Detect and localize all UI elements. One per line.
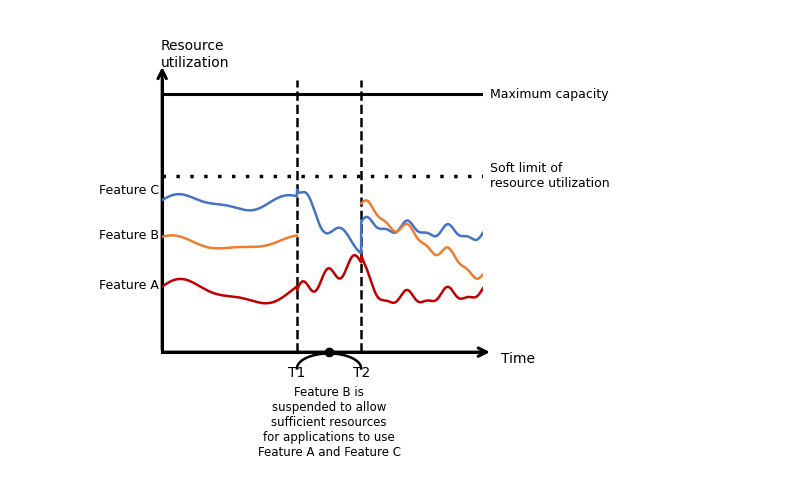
Text: Feature B: Feature B — [99, 229, 159, 242]
Text: Maximum capacity: Maximum capacity — [490, 88, 608, 101]
Text: Feature B is
suspended to allow
sufficient resources
for applications to use
Fea: Feature B is suspended to allow sufficie… — [258, 386, 401, 459]
Text: T2: T2 — [352, 366, 370, 379]
Text: T1: T1 — [288, 366, 305, 379]
Text: Feature C: Feature C — [99, 184, 159, 197]
Text: Time: Time — [501, 352, 535, 366]
Text: Soft limit of
resource utilization: Soft limit of resource utilization — [490, 161, 609, 190]
Text: Feature A: Feature A — [99, 279, 159, 292]
Text: Resource
utilization: Resource utilization — [161, 39, 229, 70]
